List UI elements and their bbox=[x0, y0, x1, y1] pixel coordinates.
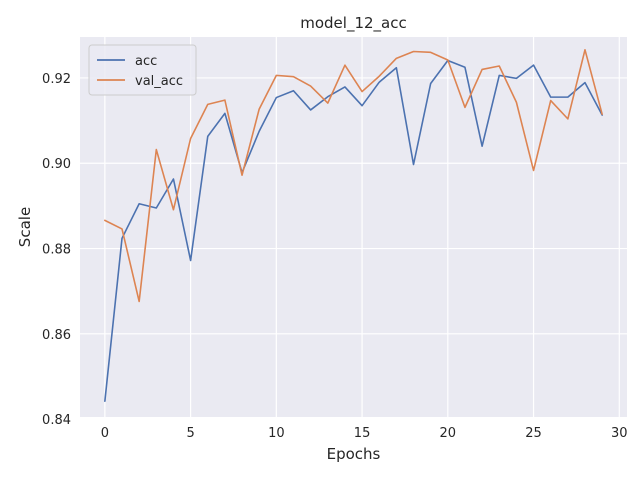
x-tick-labels: 0 5 10 15 20 25 30 bbox=[101, 426, 628, 441]
legend-label-val-acc: val_acc bbox=[135, 74, 183, 89]
legend-box bbox=[88, 44, 197, 96]
y-tick-label: 0.84 bbox=[42, 413, 71, 428]
y-tick-labels: 0.84 0.86 0.88 0.90 0.92 bbox=[42, 72, 71, 428]
x-tick-label: 30 bbox=[611, 426, 628, 441]
legend: acc val_acc bbox=[88, 44, 197, 96]
x-axis-label: Epochs bbox=[327, 445, 381, 463]
series-lines bbox=[104, 48, 603, 403]
chart-title: model_12_acc bbox=[300, 14, 406, 33]
x-tick-label: 25 bbox=[525, 426, 542, 441]
x-tick-label: 15 bbox=[354, 426, 371, 441]
legend-label-acc: acc bbox=[135, 54, 157, 69]
y-tick-label: 0.90 bbox=[42, 157, 71, 172]
plot-area bbox=[80, 37, 627, 417]
y-tick-label: 0.88 bbox=[42, 243, 71, 258]
y-tick-label: 0.86 bbox=[42, 328, 71, 343]
y-axis-label: Scale bbox=[16, 207, 34, 247]
x-tick-label: 20 bbox=[440, 426, 457, 441]
x-tick-label: 0 bbox=[101, 426, 109, 441]
x-tick-label: 5 bbox=[186, 426, 194, 441]
x-tick-label: 10 bbox=[268, 426, 285, 441]
series-line-val-acc bbox=[104, 48, 603, 303]
y-tick-label: 0.92 bbox=[42, 72, 71, 87]
series-line-acc bbox=[104, 59, 603, 403]
